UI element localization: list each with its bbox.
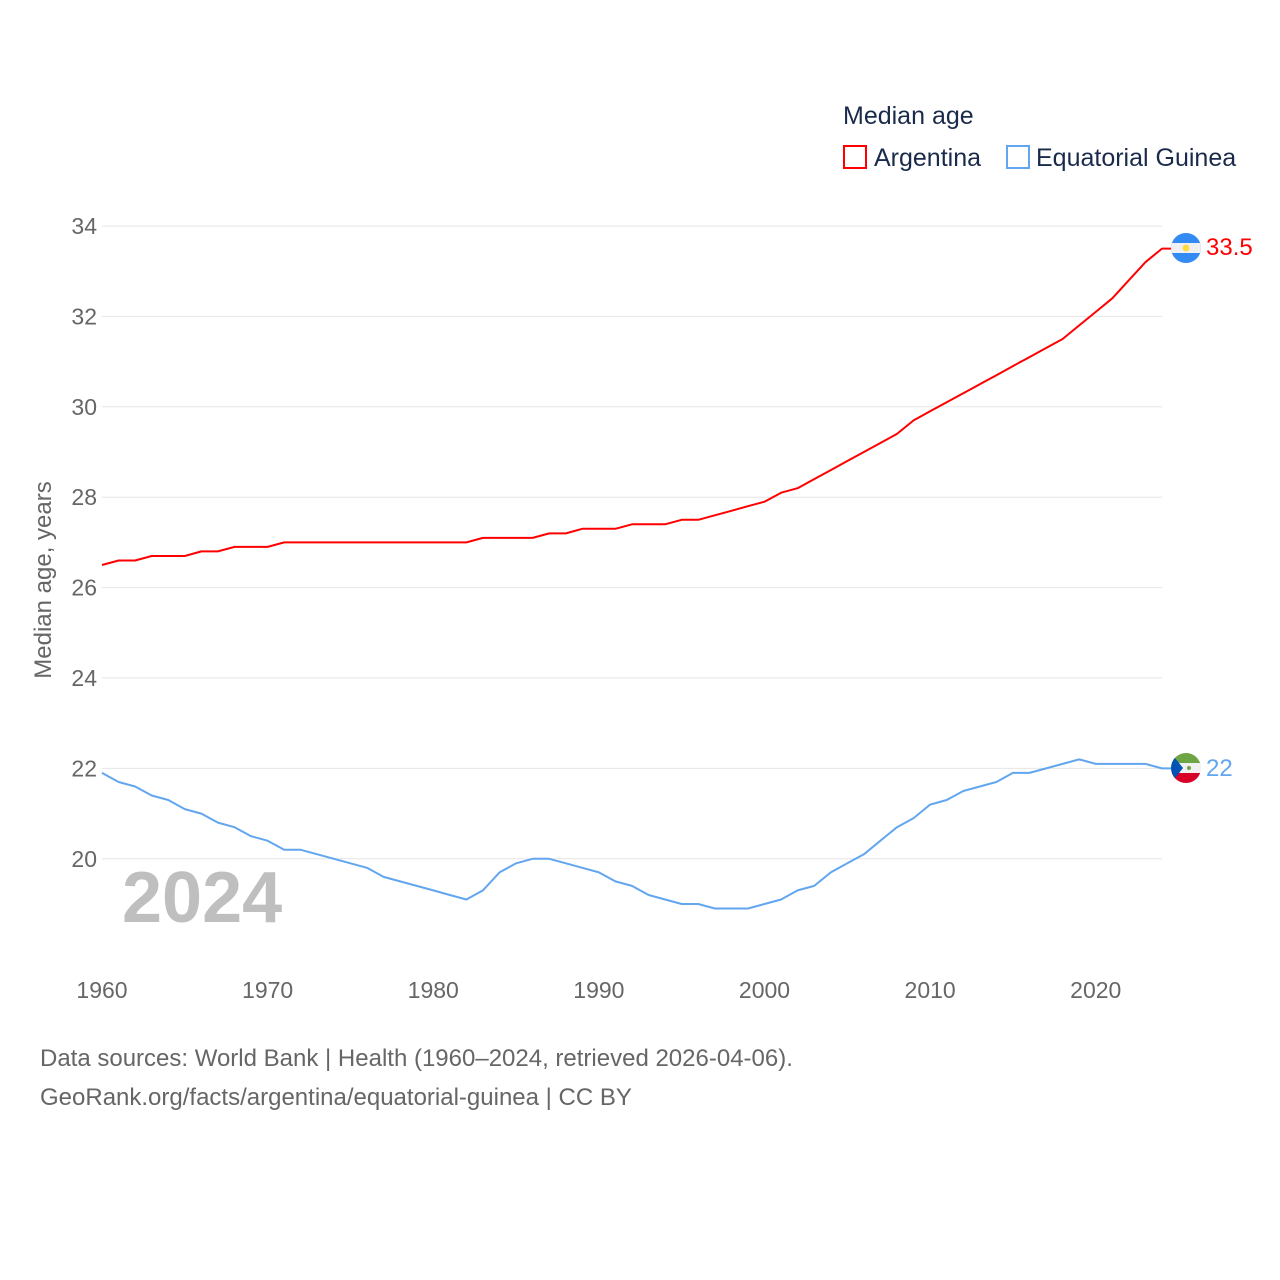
end-label-argentina: 33.5 <box>1206 234 1253 261</box>
y-tick-label: 32 <box>71 303 97 329</box>
y-tick-label: 26 <box>71 575 97 601</box>
x-tick-label: 1980 <box>408 977 459 1003</box>
legend-label-equatorial-guinea[interactable]: Equatorial Guinea <box>1036 144 1236 172</box>
x-tick-label: 2010 <box>905 977 956 1003</box>
legend-swatch-argentina[interactable] <box>843 145 867 169</box>
x-tick-label: 2000 <box>739 977 790 1003</box>
equatorial-guinea-flag-icon <box>1171 753 1201 783</box>
y-tick-label: 22 <box>71 755 97 781</box>
x-tick-label: 1970 <box>242 977 293 1003</box>
legend-label-argentina[interactable]: Argentina <box>874 144 981 172</box>
y-tick-label: 30 <box>71 394 97 420</box>
series-line-argentina <box>101 247 1172 566</box>
y-tick-label: 24 <box>71 665 97 691</box>
footer-link[interactable]: GeoRank.org/facts/argentina/equatorial-g… <box>40 1084 632 1111</box>
x-tick-label: 1960 <box>76 977 127 1003</box>
y-tick-label: 28 <box>71 484 97 510</box>
legend-title: Median age <box>843 102 974 130</box>
y-tick-label: 34 <box>71 213 97 239</box>
x-tick-label: 1990 <box>573 977 624 1003</box>
series-line-equatorial-guinea <box>101 758 1172 910</box>
year-watermark: 2024 <box>122 858 282 938</box>
y-axis-label: Median age, years <box>30 481 57 678</box>
end-label-equatorial-guinea: 22 <box>1206 755 1233 782</box>
legend: Median age Argentina Equatorial Guinea <box>843 102 1236 172</box>
x-tick-label: 2020 <box>1070 977 1121 1003</box>
legend-swatch-equatorial-guinea[interactable] <box>1006 145 1030 169</box>
y-tick-label: 20 <box>71 846 97 872</box>
footer-sources: Data sources: World Bank | Health (1960–… <box>40 1045 793 1072</box>
argentina-flag-icon <box>1171 233 1201 263</box>
